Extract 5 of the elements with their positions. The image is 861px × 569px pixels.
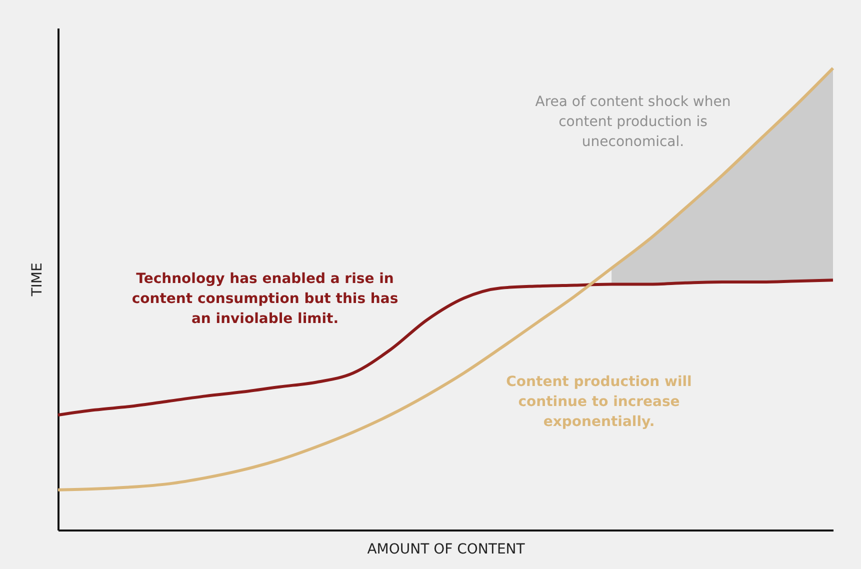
annotation: Technology has enabled a rise in content consumption but this has an inviolable limit.	[132, 271, 398, 327]
x-axis-title: AMOUNT OF CONTENT	[367, 542, 526, 558]
annotation: Content production will continue to increase exponentially.	[506, 374, 692, 430]
annotation: Area of content shock when content production is uneconomical.	[535, 94, 731, 150]
y-axis-title: TIME	[30, 262, 46, 298]
